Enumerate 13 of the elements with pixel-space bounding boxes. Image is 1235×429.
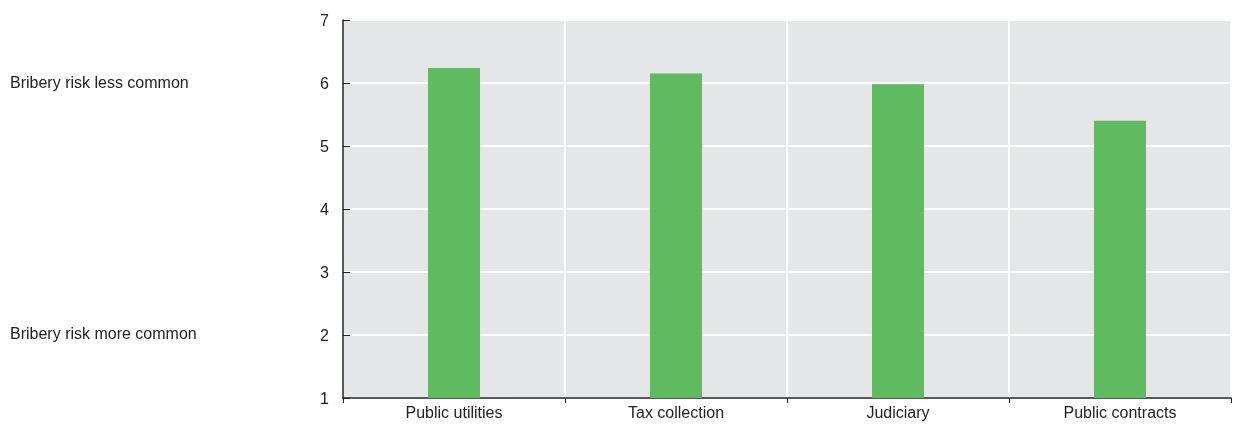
y-tick-label: 7 [320, 11, 330, 29]
y-tick-label: 6 [320, 74, 330, 92]
y-tick-label: 1 [320, 389, 330, 407]
text: Bribery risk more common [10, 324, 197, 342]
x-tick-label: Judiciary [866, 403, 930, 421]
y-tick-label: 4 [320, 200, 330, 218]
y-tick-label: 3 [320, 263, 330, 281]
x-tick-label: Tax collection [627, 403, 725, 421]
y-tick-label: 2 [320, 326, 330, 344]
text: Bribery risk less common [10, 73, 189, 91]
y-tick-label: 5 [320, 137, 330, 155]
x-tick-label: Public utilities [405, 403, 503, 421]
x-tick-label: Public contracts [1063, 403, 1177, 421]
